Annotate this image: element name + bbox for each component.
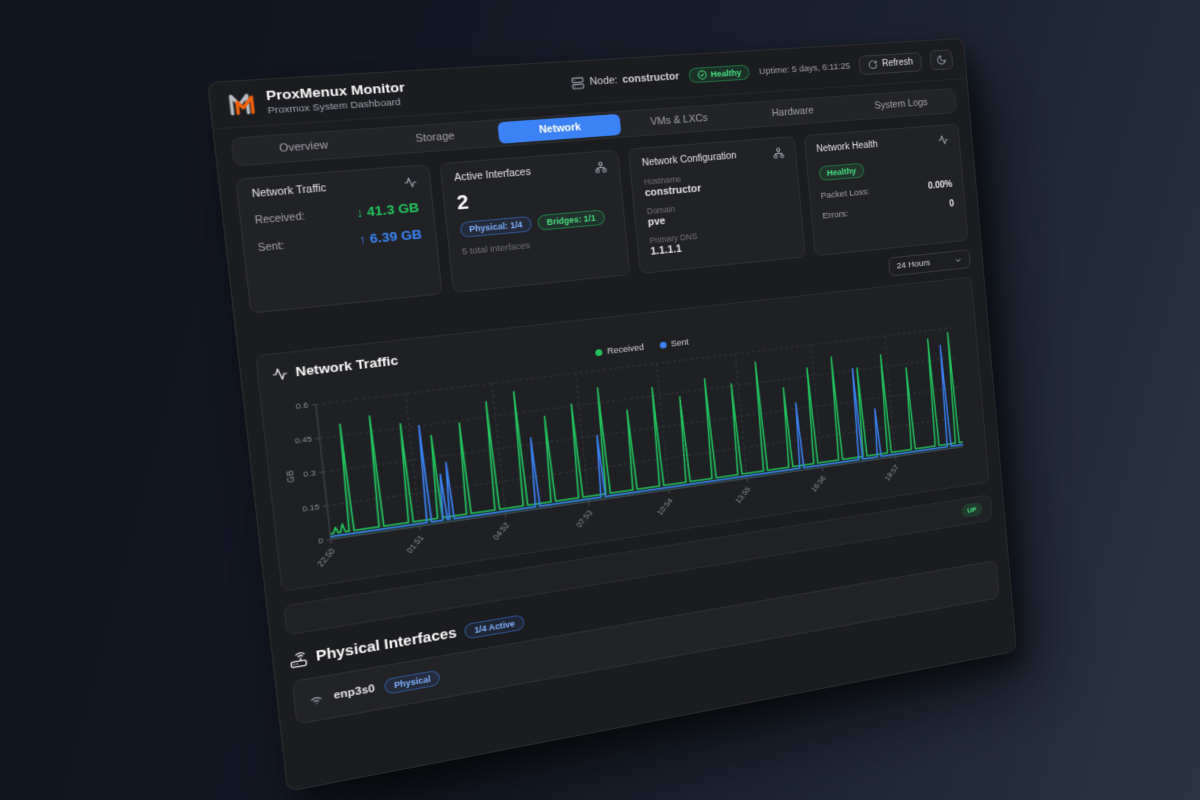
received-value: ↓ 41.3 GB <box>355 200 420 221</box>
legend-received: Received <box>594 342 644 357</box>
bridges-count-badge: Bridges: 1/1 <box>536 209 606 231</box>
received-label: Received: <box>254 211 306 227</box>
card-title: Network Health <box>816 139 879 155</box>
tab-hardware[interactable]: Hardware <box>771 105 815 120</box>
server-icon <box>571 76 585 89</box>
check-circle-icon <box>697 70 707 80</box>
card-title: Active Interfaces <box>453 167 532 185</box>
node-label: Node: <box>589 74 619 88</box>
refresh-icon <box>867 59 878 70</box>
download-arrow-icon: ↓ <box>355 204 364 221</box>
physical-count-badge: Physical: 1/4 <box>458 216 533 239</box>
svg-text:16:56: 16:56 <box>810 474 828 493</box>
tab-vms[interactable]: VMs & LXCs <box>649 112 709 129</box>
total-interfaces-note: 5 total interfaces <box>461 240 531 257</box>
proxmenux-dashboard-window: ProxMenux Monitor Proxmox System Dashboa… <box>207 37 1017 792</box>
svg-text:0.3: 0.3 <box>303 469 316 479</box>
svg-text:13:55: 13:55 <box>734 485 752 505</box>
svg-text:22:50: 22:50 <box>315 547 336 568</box>
packet-loss-label: Packet Loss: <box>820 187 870 202</box>
active-count-badge: 1/4 Active <box>464 614 525 640</box>
received-dot-icon <box>594 348 603 357</box>
refresh-button[interactable]: Refresh <box>858 51 923 75</box>
svg-text:0: 0 <box>318 536 324 546</box>
errors-label: Errors: <box>822 209 849 222</box>
activity-icon <box>271 366 288 382</box>
svg-text:01:51: 01:51 <box>405 534 426 555</box>
router-icon <box>289 650 308 669</box>
interface-name: enp3s0 <box>333 682 376 702</box>
theme-toggle-button[interactable] <box>929 49 954 71</box>
moon-icon <box>936 54 947 65</box>
network-configuration-card: Network Configuration Hostname construct… <box>627 136 806 275</box>
svg-text:07:53: 07:53 <box>575 509 594 529</box>
svg-text:0.45: 0.45 <box>294 435 312 446</box>
wifi-icon <box>308 691 325 708</box>
svg-text:10:54: 10:54 <box>655 497 674 517</box>
tab-overview[interactable]: Overview <box>278 139 329 156</box>
sent-label: Sent: <box>257 240 285 255</box>
network-icon <box>594 161 607 173</box>
tab-network[interactable]: Network <box>497 114 622 145</box>
network-health-card: Network Health Healthy Packet Loss: 0.00… <box>803 123 969 257</box>
health-status-badge: Healthy <box>688 64 751 84</box>
interface-type-badge: Physical <box>383 669 441 695</box>
uptime-text: Uptime: 5 days, 6:11:25 <box>758 60 851 77</box>
tab-storage[interactable]: Storage <box>415 130 456 146</box>
sent-dot-icon <box>659 341 667 349</box>
activity-icon <box>403 176 417 189</box>
card-title: Network Traffic <box>251 183 327 201</box>
brand: ProxMenux Monitor Proxmox System Dashboa… <box>225 80 407 120</box>
card-title: Network Configuration <box>641 150 738 169</box>
upload-arrow-icon: ↑ <box>358 231 367 248</box>
svg-text:04:52: 04:52 <box>491 521 511 542</box>
up-status-badge: UP <box>960 501 983 519</box>
network-traffic-chart-card: Network Traffic Received Sent 0 0.15 0.3 0.… <box>255 276 990 592</box>
errors-value: 0 <box>948 199 955 210</box>
time-range-select[interactable]: 24 Hours <box>888 249 971 277</box>
packet-loss-value: 0.00% <box>927 179 953 192</box>
active-interfaces-card: Active Interfaces 2 Physical: 1/4 Bridge… <box>438 149 631 294</box>
tab-logs[interactable]: System Logs <box>874 97 929 112</box>
svg-text:0.6: 0.6 <box>295 401 308 411</box>
node-indicator: Node: constructor <box>571 70 680 89</box>
sent-value: ↑ 6.39 GB <box>358 226 423 248</box>
network-traffic-card: Network Traffic Received: ↓ 41.3 GB <box>235 164 443 314</box>
proxmenux-logo-icon <box>225 90 258 119</box>
network-icon <box>772 147 784 159</box>
traffic-area-chart: 0 0.15 0.3 0.45 0.6 22:50 01:51 04:52 07:53 10:54… <box>285 319 977 568</box>
header-controls: Node: constructor Healthy Uptime: 5 days… <box>571 49 954 93</box>
chevron-down-icon <box>953 255 962 265</box>
activity-icon <box>938 134 949 146</box>
network-health-status-badge: Healthy <box>818 162 865 182</box>
legend-sent: Sent <box>659 337 689 350</box>
svg-text:0.15: 0.15 <box>302 502 320 513</box>
svg-text:19:57: 19:57 <box>883 463 900 482</box>
node-name: constructor <box>621 70 680 86</box>
svg-text:GB: GB <box>285 470 297 484</box>
